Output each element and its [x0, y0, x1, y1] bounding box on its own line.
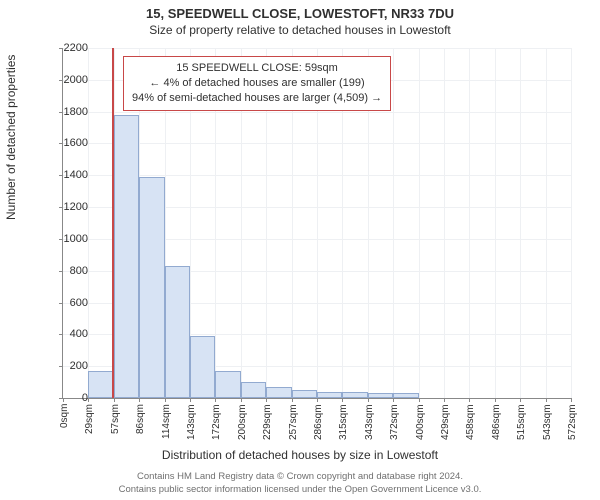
xtick-mark — [215, 398, 216, 402]
xtick-label: 429sqm — [440, 404, 451, 440]
histogram-bar — [165, 266, 190, 398]
gridline-v — [520, 48, 521, 398]
xtick-mark — [419, 398, 420, 402]
xtick-label: 458sqm — [465, 404, 476, 440]
page-title: 15, SPEEDWELL CLOSE, LOWESTOFT, NR33 7DU — [0, 0, 600, 21]
histogram-bar — [88, 371, 113, 398]
xtick-label: 486sqm — [491, 404, 502, 440]
xtick-mark — [114, 398, 115, 402]
histogram-bar — [266, 387, 291, 398]
gridline-v — [469, 48, 470, 398]
xtick-mark — [317, 398, 318, 402]
plot-region: 15 SPEEDWELL CLOSE: 59sqm← 4% of detache… — [62, 48, 571, 399]
xtick-mark — [88, 398, 89, 402]
xtick-mark — [165, 398, 166, 402]
histogram-bar — [241, 382, 266, 398]
xtick-mark — [444, 398, 445, 402]
ytick-label: 2000 — [48, 74, 88, 86]
info-box-line: 15 SPEEDWELL CLOSE: 59sqm — [132, 61, 382, 76]
xtick-mark — [495, 398, 496, 402]
xtick-label: 29sqm — [84, 404, 95, 434]
xtick-label: 0sqm — [59, 404, 70, 428]
xtick-label: 57sqm — [110, 404, 121, 434]
ytick-label: 200 — [48, 360, 88, 372]
xtick-label: 572sqm — [567, 404, 578, 440]
ytick-label: 400 — [48, 328, 88, 340]
ytick-label: 1800 — [48, 106, 88, 118]
xtick-label: 515sqm — [516, 404, 527, 440]
xtick-mark — [241, 398, 242, 402]
x-axis-label: Distribution of detached houses by size … — [0, 448, 600, 462]
xtick-mark — [368, 398, 369, 402]
histogram-bar — [190, 336, 215, 398]
xtick-label: 229sqm — [262, 404, 273, 440]
ytick-label: 800 — [48, 265, 88, 277]
xtick-mark — [190, 398, 191, 402]
gridline-v — [419, 48, 420, 398]
xtick-mark — [266, 398, 267, 402]
footer-attribution: Contains HM Land Registry data © Crown c… — [0, 471, 600, 496]
property-marker-line — [112, 48, 114, 398]
histogram-bar — [139, 177, 164, 398]
xtick-label: 257sqm — [288, 404, 299, 440]
page-subtitle: Size of property relative to detached ho… — [0, 21, 600, 37]
xtick-label: 143sqm — [186, 404, 197, 440]
info-box: 15 SPEEDWELL CLOSE: 59sqm← 4% of detache… — [123, 56, 391, 111]
ytick-label: 1600 — [48, 137, 88, 149]
xtick-label: 200sqm — [237, 404, 248, 440]
gridline-v — [88, 48, 89, 398]
xtick-label: 343sqm — [364, 404, 375, 440]
gridline-v — [393, 48, 394, 398]
gridline-v — [495, 48, 496, 398]
gridline-v — [444, 48, 445, 398]
info-box-line: ← 4% of detached houses are smaller (199… — [132, 76, 382, 91]
xtick-label: 86sqm — [135, 404, 146, 434]
xtick-label: 543sqm — [542, 404, 553, 440]
histogram-bar — [368, 393, 393, 398]
chart-area: 15 SPEEDWELL CLOSE: 59sqm← 4% of detache… — [62, 48, 570, 398]
y-axis-label: Number of detached properties — [4, 55, 18, 220]
footer-line-1: Contains HM Land Registry data © Crown c… — [0, 471, 600, 483]
footer-line-2: Contains public sector information licen… — [0, 484, 600, 496]
xtick-label: 372sqm — [389, 404, 400, 440]
histogram-bar — [342, 392, 367, 398]
xtick-mark — [469, 398, 470, 402]
xtick-label: 286sqm — [313, 404, 324, 440]
histogram-bar — [215, 371, 240, 398]
xtick-label: 400sqm — [415, 404, 426, 440]
ytick-label: 1200 — [48, 201, 88, 213]
xtick-label: 315sqm — [338, 404, 349, 440]
info-box-line: 94% of semi-detached houses are larger (… — [132, 91, 382, 106]
xtick-mark — [139, 398, 140, 402]
xtick-mark — [546, 398, 547, 402]
ytick-label: 0 — [48, 392, 88, 404]
histogram-bar — [292, 390, 317, 398]
ytick-label: 1400 — [48, 169, 88, 181]
xtick-label: 172sqm — [211, 404, 222, 440]
gridline-v — [571, 48, 572, 398]
histogram-bar — [393, 393, 418, 398]
xtick-mark — [520, 398, 521, 402]
xtick-mark — [342, 398, 343, 402]
xtick-mark — [393, 398, 394, 402]
xtick-mark — [571, 398, 572, 402]
xtick-mark — [292, 398, 293, 402]
xtick-label: 114sqm — [161, 404, 172, 439]
ytick-label: 2200 — [48, 42, 88, 54]
histogram-bar — [317, 392, 342, 398]
histogram-bar — [114, 115, 139, 398]
ytick-label: 600 — [48, 297, 88, 309]
gridline-v — [546, 48, 547, 398]
ytick-label: 1000 — [48, 233, 88, 245]
